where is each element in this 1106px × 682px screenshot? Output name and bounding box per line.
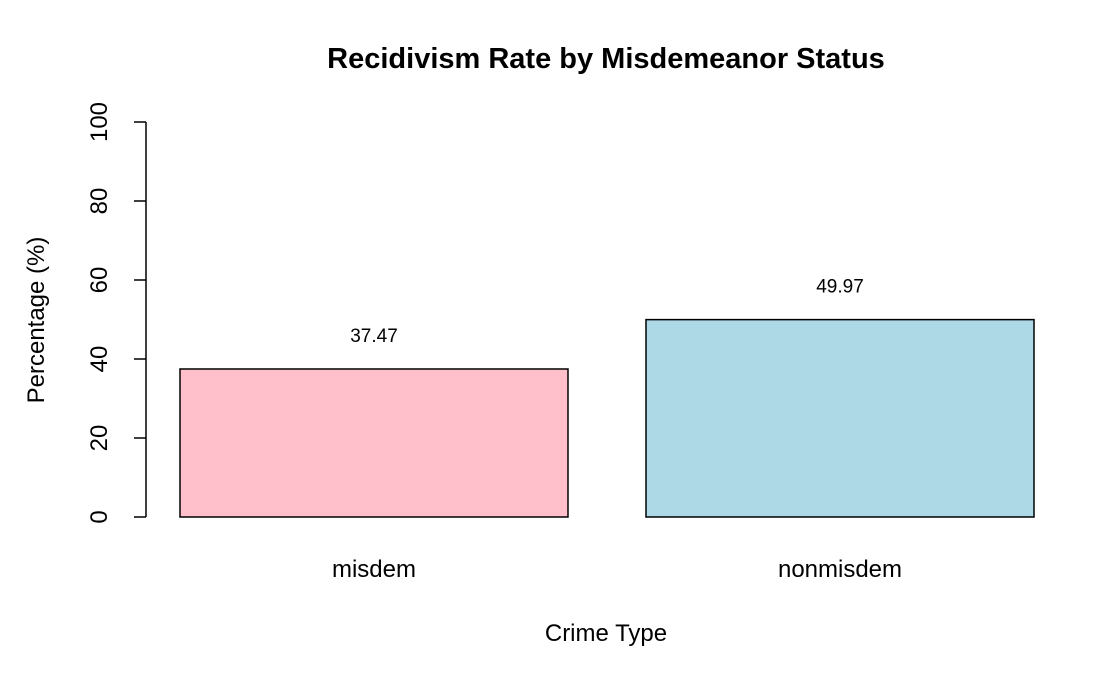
y-tick-label: 40 bbox=[86, 346, 113, 373]
chart-title: Recidivism Rate by Misdemeanor Status bbox=[327, 43, 885, 75]
data-label: 49.97 bbox=[816, 277, 864, 298]
y-axis-label: Percentage (%) bbox=[23, 237, 50, 404]
bar-nonmisdem bbox=[645, 318, 1035, 518]
data-label: 37.47 bbox=[350, 326, 398, 347]
y-tick-label: 100 bbox=[86, 102, 113, 142]
x-tick-label: misdem bbox=[332, 556, 416, 583]
data-labels: 37.47 49.97 bbox=[350, 277, 864, 347]
y-axis: 0 20 40 60 80 100 bbox=[86, 102, 147, 524]
y-tick-label: 60 bbox=[86, 267, 113, 294]
x-tick-label: nonmisdem bbox=[778, 556, 902, 583]
y-tick-label: 20 bbox=[86, 425, 113, 452]
x-axis-label: Crime Type bbox=[545, 620, 667, 647]
bar-misdem bbox=[179, 368, 569, 518]
bars-group bbox=[179, 318, 1035, 518]
y-tick-label: 0 bbox=[86, 510, 113, 523]
category-labels: misdem nonmisdem bbox=[332, 556, 902, 583]
y-tick-label: 80 bbox=[86, 188, 113, 215]
